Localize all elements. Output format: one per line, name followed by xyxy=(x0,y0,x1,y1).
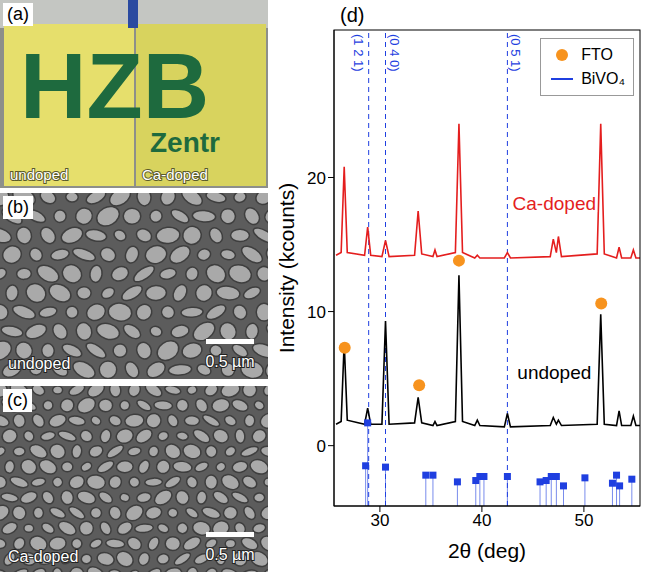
svg-text:Intensity (kcounts): Intensity (kcounts) xyxy=(275,183,298,353)
svg-text:50: 50 xyxy=(574,511,593,530)
svg-text:30: 30 xyxy=(370,511,389,530)
svg-text:Ca-doped: Ca-doped xyxy=(513,193,596,214)
svg-text:Zentr: Zentr xyxy=(150,127,220,158)
html-text:(c): (c) xyxy=(7,390,28,410)
html-text:(a): (a) xyxy=(7,4,29,24)
svg-text:10: 10 xyxy=(307,303,326,322)
html-text:(b): (b) xyxy=(7,197,29,217)
html-text:BiVO₄: BiVO₄ xyxy=(581,70,625,87)
svg-text:(d): (d) xyxy=(340,4,364,26)
svg-text:undoped: undoped xyxy=(8,355,70,372)
svg-text:HZB: HZB xyxy=(20,35,209,137)
svg-text:2θ (deg): 2θ (deg) xyxy=(448,539,526,562)
svg-text:0: 0 xyxy=(317,437,326,456)
svg-text:0.5 µm: 0.5 µm xyxy=(205,546,254,563)
svg-text:0.5 µm: 0.5 µm xyxy=(205,353,254,370)
svg-text:40: 40 xyxy=(472,511,491,530)
svg-text:(0 5 1): (0 5 1) xyxy=(508,34,523,72)
svg-text:20: 20 xyxy=(307,169,326,188)
svg-text:Ca-doped: Ca-doped xyxy=(142,166,208,183)
svg-text:undoped: undoped xyxy=(10,166,68,183)
svg-text:Ca-doped: Ca-doped xyxy=(8,548,78,565)
svg-text:(0 4 0): (0 4 0) xyxy=(387,34,402,72)
html-text:FTO: FTO xyxy=(581,46,613,63)
svg-text:undoped: undoped xyxy=(517,362,591,383)
svg-text:(1 2 1): (1 2 1) xyxy=(351,34,366,72)
